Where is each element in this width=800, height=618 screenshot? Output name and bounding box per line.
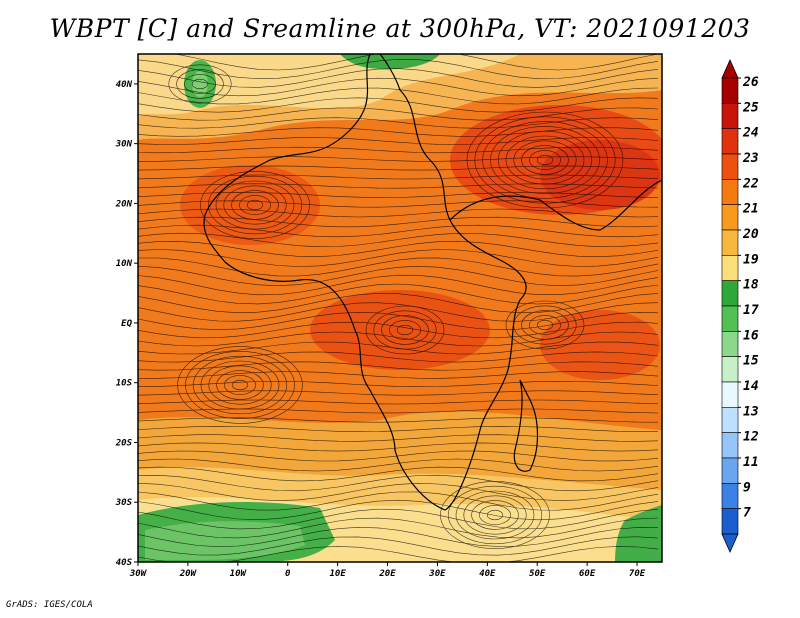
lon-label: 10W <box>230 569 248 579</box>
colorbar-label: 24 <box>742 126 759 141</box>
colorbar-label: 12 <box>743 430 759 445</box>
lon-label: 30W <box>129 569 148 579</box>
lon-label: 60E <box>579 569 596 579</box>
lon-label: 50E <box>529 569 546 579</box>
lat-label: 30S <box>115 498 133 508</box>
colorbar-bottom-arrow <box>721 533 739 553</box>
map-frame <box>137 53 663 563</box>
lon-label: 30E <box>428 569 446 579</box>
lon-label: 20W <box>179 569 198 579</box>
colorbar-label: 14 <box>743 379 759 394</box>
colorbar-label: 23 <box>742 151 759 166</box>
lat-label: 40N <box>116 80 133 90</box>
colorbar-swatch <box>721 179 739 205</box>
temperature-field <box>138 54 662 562</box>
lon-label: 40E <box>479 569 496 579</box>
lon-label: 20E <box>378 569 396 579</box>
colorbar-top-arrow <box>721 59 739 79</box>
colorbar-label: 18 <box>743 278 759 293</box>
footer-credit: GrADS: IGES/COLA <box>6 600 93 610</box>
lon-label: 0 <box>285 569 291 579</box>
colorbar: 26 25 24 23 22 21 20 19 18 17 16 15 14 13 12 11 9 7 <box>721 59 759 553</box>
colorbar-label: 15 <box>743 354 759 369</box>
colorbar-label: 21 <box>742 202 759 217</box>
colorbar-swatch <box>721 255 739 281</box>
lat-label: EQ <box>121 319 132 329</box>
colorbar-label: 9 <box>743 480 751 495</box>
latitude-axis: 40N 30N 20N 10N EQ 10S 20S 30S 40S <box>115 80 138 568</box>
colorbar-swatch <box>721 204 739 231</box>
lat-label: 40S <box>116 558 133 568</box>
colorbar-swatch <box>721 331 739 357</box>
colorbar-label: 11 <box>743 455 759 470</box>
longitude-axis: 30W 20W 10W 0 10E 20E 30E 40E 50E 60E 70E <box>129 562 646 579</box>
colorbar-swatch <box>721 483 739 509</box>
colorbar-swatch <box>721 128 739 155</box>
colorbar-label: 13 <box>743 404 759 419</box>
lat-label: 10S <box>116 379 133 389</box>
colorbar-swatch <box>721 103 739 129</box>
lat-label: 30N <box>115 140 133 150</box>
colorbar-swatch <box>721 153 739 180</box>
colorbar-swatch <box>721 305 739 332</box>
lat-label: 20N <box>115 199 133 209</box>
chart-title: WBPT [C] and Sreamline at 300hPa, VT: 20… <box>49 14 751 43</box>
colorbar-label: 20 <box>742 227 759 242</box>
lon-label: 70E <box>629 569 646 579</box>
colorbar-swatch <box>721 77 739 104</box>
colorbar-swatch <box>721 229 739 256</box>
colorbar-swatch <box>721 356 739 383</box>
colorbar-label: 7 <box>743 506 751 521</box>
lat-label: 10N <box>116 259 133 269</box>
colorbar-label: 26 <box>742 75 759 90</box>
colorbar-label: 17 <box>743 303 759 318</box>
colorbar-swatch <box>721 457 739 484</box>
lon-label: 10E <box>329 569 346 579</box>
colorbar-swatch <box>721 407 739 433</box>
colorbar-swatch <box>721 432 739 459</box>
colorbar-swatch <box>721 508 739 535</box>
colorbar-swatch <box>721 381 739 408</box>
colorbar-label: 19 <box>743 252 759 267</box>
coastlines <box>203 54 662 511</box>
colorbar-label: 25 <box>742 100 759 115</box>
colorbar-swatch <box>721 280 739 307</box>
lat-label: 20S <box>115 438 133 448</box>
streamlines <box>138 54 659 562</box>
colorbar-label: 22 <box>742 176 759 191</box>
colorbar-label: 16 <box>743 328 759 343</box>
